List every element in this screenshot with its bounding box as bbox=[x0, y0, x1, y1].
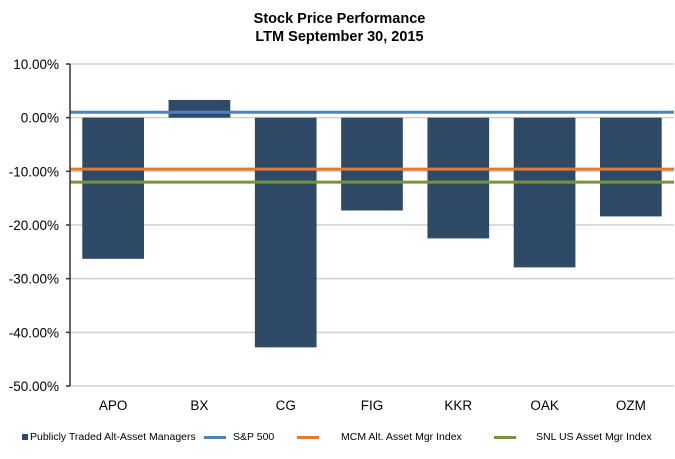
x-tick-label: BX bbox=[190, 398, 208, 413]
legend-item-sp500: S&P 500 bbox=[204, 429, 274, 445]
bar-kkr bbox=[427, 117, 490, 239]
bar-apo bbox=[82, 117, 144, 259]
x-tick-label: CG bbox=[276, 398, 296, 413]
legend-item-mcm-index: MCM Alt. Asset Mgr Index bbox=[297, 429, 462, 445]
legend-swatch-line bbox=[204, 435, 226, 439]
y-tick-label: -40.00% bbox=[9, 325, 59, 340]
legend-label: SNL US Asset Mgr Index bbox=[536, 431, 652, 443]
x-tick-label: FIG bbox=[361, 398, 384, 413]
bar-cg bbox=[254, 117, 317, 348]
y-tick-label: 10.00% bbox=[13, 57, 59, 72]
legend-item-alt-asset-managers: Publicly Traded Alt-Asset Managers bbox=[22, 429, 196, 445]
y-tick-label: -50.00% bbox=[9, 379, 59, 394]
y-tick-label: -20.00% bbox=[9, 218, 59, 233]
y-tick-labels: 10.00% 0.00% -10.00% -20.00% -30.00% -40.00% -… bbox=[9, 57, 59, 394]
legend-item-snl-index: SNL US Asset Mgr Index bbox=[494, 429, 652, 445]
bar-fig bbox=[341, 117, 403, 211]
y-tick-label: 0.00% bbox=[21, 111, 59, 126]
y-tick-label: -10.00% bbox=[9, 164, 59, 179]
legend-swatch-bar bbox=[22, 434, 28, 440]
x-tick-label: APO bbox=[99, 398, 128, 413]
legend-swatch-line bbox=[494, 435, 516, 439]
legend-swatch-line bbox=[297, 435, 319, 439]
x-tick-label: OZM bbox=[616, 398, 646, 413]
legend-label: S&P 500 bbox=[233, 431, 275, 443]
bar-bx bbox=[168, 99, 231, 118]
bar-oak bbox=[513, 117, 576, 268]
x-tick-label: KKR bbox=[444, 398, 472, 413]
legend-label: Publicly Traded Alt-Asset Managers bbox=[30, 431, 196, 443]
reference-lines bbox=[70, 110, 674, 184]
x-tick-label: OAK bbox=[530, 398, 559, 413]
y-tick-label: -30.00% bbox=[9, 272, 59, 287]
bar-ozm bbox=[600, 117, 662, 217]
legend-label: MCM Alt. Asset Mgr Index bbox=[341, 431, 462, 443]
chart-subtitle: LTM September 30, 2015 bbox=[255, 29, 424, 45]
bars bbox=[82, 99, 662, 348]
chart-title: Stock Price Performance bbox=[253, 11, 426, 27]
y-axis bbox=[66, 63, 71, 387]
x-tick-labels: APO BX CG FIG KKR OAK OZM bbox=[99, 398, 646, 413]
